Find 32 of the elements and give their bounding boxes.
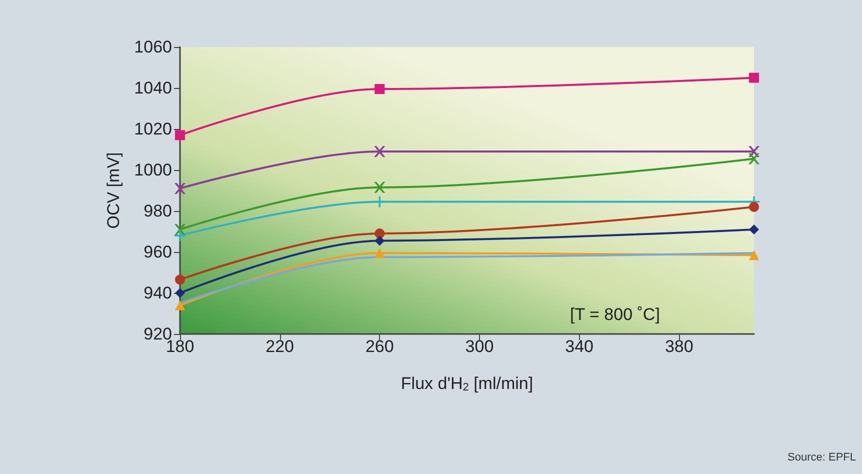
point (174, 182, 186, 194)
x-tick-label: 300 (465, 337, 494, 356)
x-tick-label: 220 (266, 337, 294, 356)
point (749, 202, 759, 212)
y-tick-label: 1060 (134, 38, 172, 56)
y-tick-label: 980 (144, 202, 172, 220)
y-tick-label: 940 (144, 284, 172, 302)
point (175, 300, 185, 310)
point (749, 72, 759, 83)
point (374, 228, 385, 239)
x-tick-label: 260 (365, 337, 394, 356)
point (374, 84, 385, 94)
x-tick-label: 340 (565, 337, 594, 356)
y-tick-label: 960 (144, 242, 172, 262)
point (175, 288, 185, 298)
source-note: Source: EPFL (788, 452, 856, 464)
point (749, 250, 759, 260)
point (749, 224, 759, 234)
point (748, 153, 760, 164)
point (174, 230, 186, 242)
x-tick-label: 380 (664, 337, 694, 356)
y-axis-title: OCV [mV] (104, 152, 123, 229)
point (374, 248, 385, 258)
point (374, 182, 386, 193)
y-tick-label: 1040 (134, 78, 172, 98)
point (374, 236, 385, 246)
annotation: [T = 800 ˚C] (570, 305, 660, 324)
point (175, 274, 185, 285)
point (175, 130, 185, 140)
y-tick-label: 1000 (134, 160, 172, 180)
point (374, 146, 386, 158)
y-tick-label: 1020 (134, 120, 172, 138)
